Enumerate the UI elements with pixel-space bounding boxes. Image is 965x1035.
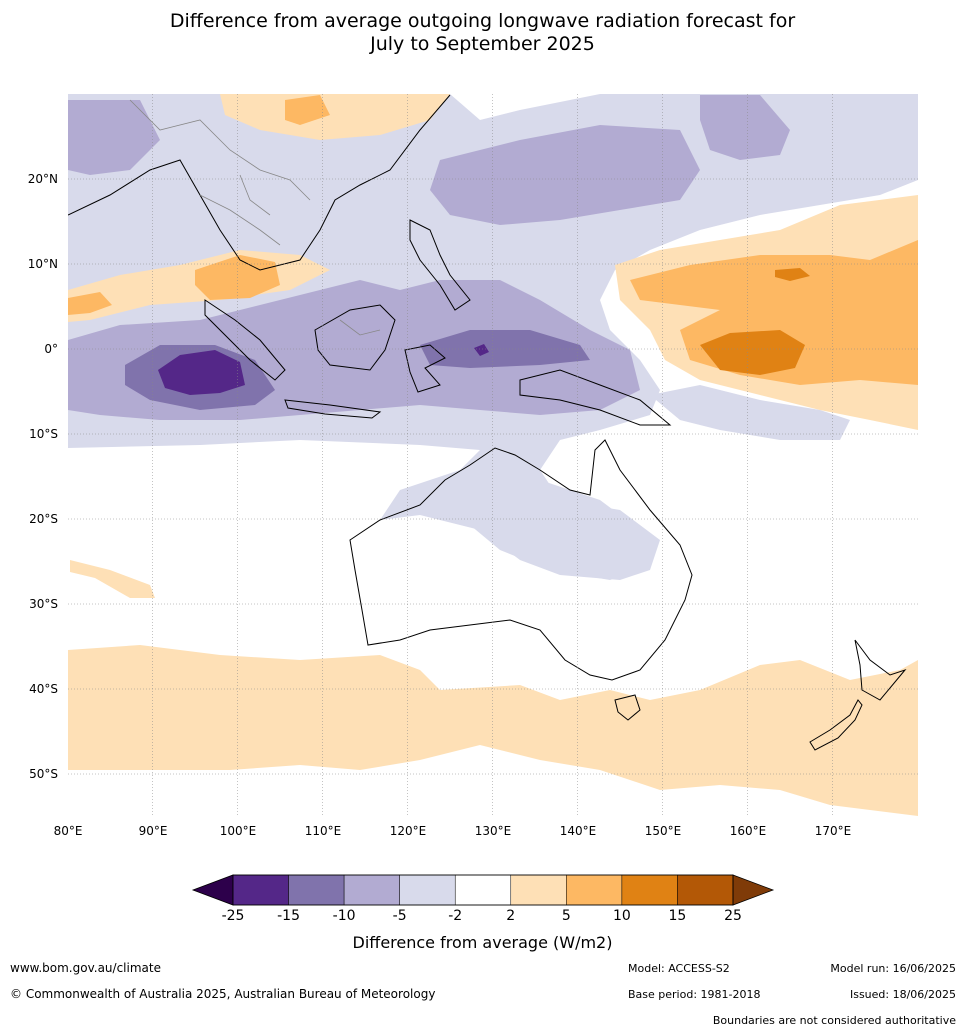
- map-field: [68, 94, 918, 816]
- colorbar-tick-label: -2: [448, 908, 463, 924]
- latitude-labels: 20°N 10°N 0° 10°S 20°S 30°S 40°S 50°S: [28, 172, 58, 781]
- title-line-1: Difference from average outgoing longwav…: [169, 10, 796, 32]
- lat-label-10n: 10°N: [28, 257, 58, 271]
- lat-label-20s: 20°S: [29, 512, 58, 526]
- colorbar-cell: [566, 874, 623, 906]
- colorbar-tick-label: 25: [724, 908, 742, 924]
- lat-label-10s: 10°S: [29, 427, 58, 441]
- lon-label-120e: 120°E: [390, 824, 427, 838]
- anomaly-region-light-purple-australia: [470, 480, 650, 580]
- lat-label-0: 0°: [44, 342, 58, 356]
- anomaly-region-purple-northwest: [68, 100, 160, 175]
- footer-website[interactable]: www.bom.gov.au/climate: [10, 961, 161, 975]
- anomaly-region-dark-orange-pacific: [700, 330, 805, 375]
- footer-model-run: Model run: 16/06/2025: [830, 962, 956, 975]
- footer-copyright: © Commonwealth of Australia 2025, Austra…: [10, 987, 436, 1001]
- colorbar-cell: [621, 874, 678, 906]
- colorbar-cell: [288, 874, 345, 906]
- new-zealand-north-coastline: [854, 639, 907, 701]
- colorbar-cell: [343, 874, 400, 906]
- lon-label-140e: 140°E: [560, 824, 597, 838]
- colorbar-tick-label: -5: [392, 908, 407, 924]
- anomaly-region-deep-purple: [158, 350, 245, 395]
- anomaly-region-light-purple-east: [650, 385, 850, 440]
- colorbar-frame: [232, 874, 734, 906]
- footer-model: Model: ACCESS-S2: [628, 962, 730, 975]
- lon-label-90e: 90°E: [139, 824, 168, 838]
- lon-label-150e: 150°E: [645, 824, 682, 838]
- anomaly-region-dark-orange-small: [775, 268, 810, 281]
- java-coastline: [284, 399, 382, 419]
- colorbar-cell: [232, 874, 289, 906]
- footer-base-period: Base period: 1981-2018: [628, 988, 761, 1001]
- lon-label-100e: 100°E: [220, 824, 257, 838]
- title-line-2: July to September 2025: [370, 33, 595, 55]
- colorbar-cell: [454, 874, 512, 906]
- lat-label-30s: 30°S: [29, 597, 58, 611]
- colorbar-cell: [399, 874, 456, 906]
- tasmania-coastline: [614, 694, 641, 721]
- lat-label-50s: 50°S: [29, 767, 58, 781]
- anomaly-region-purple-northeast: [700, 95, 790, 160]
- anomaly-region-light-orange-southern-ocean: [68, 645, 918, 816]
- colorbar-tick-label: 15: [668, 908, 687, 924]
- lon-label-130e: 130°E: [475, 824, 512, 838]
- graticule: [68, 94, 918, 816]
- colorbar-tick-label: 10: [612, 908, 631, 924]
- borneo-coastline: [314, 304, 396, 371]
- new-guinea-coastline: [519, 369, 672, 426]
- longitude-labels: 80°E 90°E 100°E 110°E 120°E 130°E 140°E …: [54, 824, 852, 838]
- australia-coastline: [349, 439, 693, 681]
- anomaly-region-purple-north-pacific: [430, 125, 700, 225]
- anomaly-region-light-orange-north: [220, 94, 450, 140]
- lon-label-160e: 160°E: [730, 824, 767, 838]
- asia-mainland-coastline: [68, 94, 451, 271]
- footer-issued: Issued: 18/06/2025: [849, 988, 956, 1001]
- anomaly-region-orange-north: [285, 95, 330, 125]
- colorbar-tick-label: -25: [221, 908, 245, 924]
- anomaly-region-light-orange-patch: [70, 560, 155, 598]
- anomaly-region-dark-purple-indonesia: [420, 330, 590, 368]
- colorbar-high-extend: [732, 874, 775, 906]
- lat-label-20n: 20°N: [28, 172, 58, 186]
- country-borders: [129, 99, 381, 336]
- lon-label-80e: 80°E: [54, 824, 83, 838]
- colorbar-tick-label: -10: [332, 908, 356, 924]
- philippines-coastline: [409, 219, 471, 311]
- colorbar-cell: [677, 874, 734, 906]
- lat-label-40s: 40°S: [29, 682, 58, 696]
- colorbar-cell: [510, 874, 567, 906]
- colorbar-low-extend: [191, 874, 234, 906]
- anomaly-region-deep-purple-small: [474, 344, 489, 356]
- lon-label-170e: 170°E: [815, 824, 852, 838]
- colorbar-tick-label: 5: [561, 908, 571, 924]
- colorbar: [191, 874, 775, 906]
- anomaly-region-orange-bay: [68, 292, 112, 315]
- lon-label-110e: 110°E: [305, 824, 342, 838]
- colorbar-tick-label: -15: [277, 908, 300, 924]
- new-zealand-south-coastline: [809, 699, 863, 751]
- colorbar-title: Difference from average (W/m2): [352, 933, 613, 952]
- sulawesi-coastline: [404, 344, 446, 393]
- sumatra-coastline: [204, 299, 286, 381]
- coastlines: [68, 94, 907, 751]
- map-title: Difference from average outgoing longwav…: [0, 10, 965, 56]
- colorbar-tick-label: 2: [506, 908, 516, 924]
- colorbar-cells: [232, 874, 734, 906]
- anomaly-region-orange-pacific: [630, 240, 918, 385]
- footer-disclaimer: Boundaries are not considered authoritat…: [712, 1014, 956, 1027]
